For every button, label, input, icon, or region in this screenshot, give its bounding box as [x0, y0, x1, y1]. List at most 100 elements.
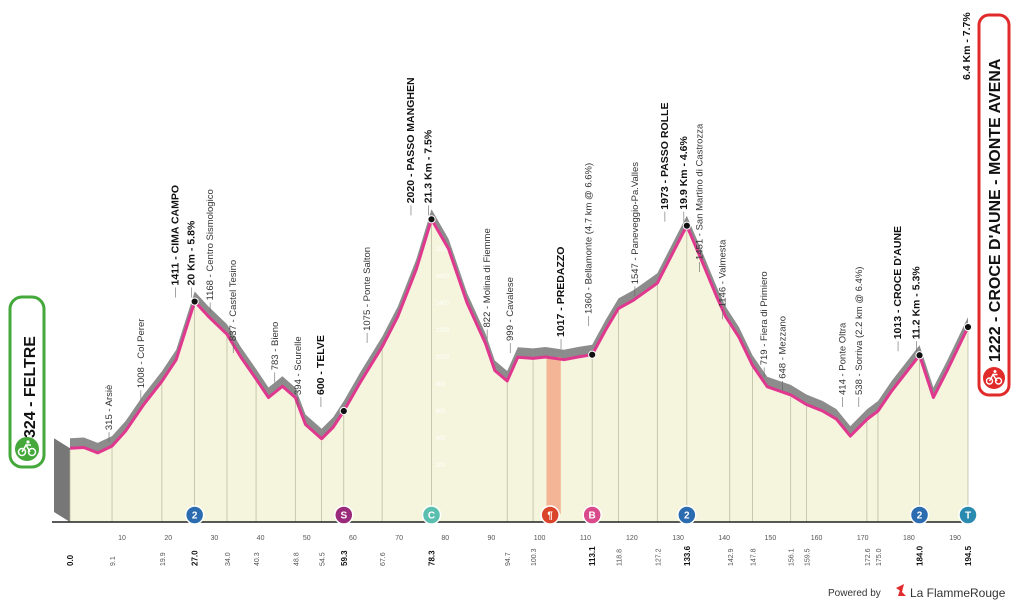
flamme-rouge-logo-icon [896, 584, 906, 596]
marker-bonus [582, 505, 602, 525]
profile-line [69, 217, 970, 455]
profile-label: 394 - Scurelle [293, 336, 304, 395]
feed-zone [546, 357, 561, 514]
x-tick-label: 70 [395, 535, 403, 542]
km-label: 175.0 [876, 548, 883, 566]
km-label: 159.5 [804, 548, 811, 566]
profile-label: 1411 - CIMA CAMPO [170, 185, 182, 286]
altitude-tick-label: 1600 [436, 274, 450, 280]
profile-label: 837 - Castel Tesino [228, 260, 239, 341]
x-tick-label: 140 [718, 535, 730, 542]
km-label: 142.9 [728, 548, 735, 566]
x-tick-label: 120 [626, 535, 638, 542]
x-tick-label: 80 [441, 535, 449, 542]
profile-label: 414 - Ponte Oltra [838, 322, 849, 395]
marker-label: C [428, 511, 435, 522]
marker-label: 2 [192, 511, 198, 522]
profile-start-wall [54, 438, 70, 522]
km-label: 172.6 [865, 548, 872, 566]
profile-label: 11.2 Km - 5.3% [911, 266, 923, 340]
profile-label: 1017 - PREDAZZO [555, 247, 567, 337]
profile-label: 783 - Bieno [270, 322, 281, 371]
altitude-ticks: 200 400 600 800 1000 1200 1400 1600 1800 [436, 247, 450, 469]
bike-icon [985, 370, 1003, 385]
km-label: 54.5 [320, 552, 327, 566]
summit-dot [190, 297, 199, 306]
km-label: 59.3 [340, 550, 349, 566]
start-banner-frame [8, 295, 46, 469]
km-label: 194.5 [964, 545, 973, 566]
x-tick-label: 20 [164, 535, 172, 542]
profile-label: 1451 - San Martino di Castrozza [695, 123, 706, 260]
marker-label: S [340, 511, 347, 522]
altitude-tick-label: 1000 [436, 355, 450, 361]
profile-label: 21.3 Km - 7.5% [423, 129, 435, 203]
km-label: 78.3 [428, 550, 437, 566]
x-axis: 10 20 30 40 50 60 70 80 90 100 110 120 130 140 150 160 1… [52, 521, 972, 542]
profile-label: 1973 - PASSO ROLLE [659, 103, 671, 210]
km-label: 127.2 [655, 548, 662, 566]
altitude-tick-label: 800 [436, 382, 447, 388]
marker-label: 2 [917, 511, 923, 522]
summit-dot [963, 322, 973, 332]
summit-dots [190, 215, 973, 416]
altitude-tick-label: 600 [436, 409, 447, 415]
km-label: 9.1 [110, 556, 117, 566]
x-tick-label: 30 [211, 535, 219, 542]
x-tick-label: 160 [811, 535, 823, 542]
x-tick-label: 60 [349, 535, 357, 542]
profile-label: 600 - TELVE [315, 335, 327, 395]
marker-label: B [589, 511, 596, 522]
profile-area [70, 219, 968, 523]
finish-circle [983, 367, 1005, 389]
x-tick-label: 90 [488, 535, 496, 542]
km-label: 19.9 [160, 552, 167, 566]
km-label: 40.3 [254, 552, 261, 566]
x-tick-label: 130 [672, 535, 684, 542]
summit-dot [427, 215, 436, 224]
km-label: 67.6 [380, 552, 387, 566]
x-tick-label: 150 [765, 535, 777, 542]
km-labels: 0.0 9.1 19.9 27.0 34.0 40.3 48.8 54.5 59.3 67.6 78… [66, 545, 973, 566]
profile-markers: 2 S C ¶ B 2 2 T [184, 505, 978, 525]
km-label: 100.3 [531, 548, 538, 566]
profile-label: 1547 - Paneveggio-Pa.Valles [630, 162, 641, 285]
altitude-tick-label: 400 [436, 436, 447, 442]
finish-climb-info: 6.4 Km - 7.7% [961, 12, 973, 80]
x-tick-label: 10 [118, 535, 126, 542]
marker-label: 2 [684, 511, 690, 522]
x-tick-label: 100 [534, 535, 546, 542]
profile-label: 2020 - PASSO MANGHEN [405, 77, 417, 203]
profile-shoulder [70, 209, 968, 453]
feed-zone-band [546, 357, 561, 514]
marker-kom [677, 505, 697, 525]
profile-label: 1075 - Ponte Salton [362, 247, 373, 331]
profile-label: 822 - Molina di Fiemme [482, 228, 493, 327]
footer: Powered by La FlammeRouge [828, 584, 1006, 600]
profile-label: 1168 - Centro Sismologico [205, 189, 216, 300]
altitude-tick-label: 200 [436, 463, 447, 469]
km-label: 113.1 [588, 546, 597, 566]
km-label: 48.8 [293, 552, 300, 566]
marker-label: T [965, 511, 971, 522]
finish-banner-frame [977, 13, 1011, 397]
x-tick-label: 170 [857, 535, 869, 542]
finish-banner: 1222 - CROCE D'AUNE - MONTE AVENA 6.4 Km… [961, 12, 1011, 397]
profile-label: 1360 - Bellamonte (4.7 km @ 6.6%) [584, 163, 595, 314]
profile-label: 1013 - CROCE D'AUNE [892, 226, 904, 339]
footer-powered: Powered by [828, 588, 881, 599]
profile-label: 315 - Arsiè [104, 385, 115, 430]
bike-icon [17, 440, 37, 457]
profile-label: 538 - Sorriva (2.2 km @ 6.4%) [854, 267, 865, 395]
x-tick-label: 110 [580, 535, 591, 542]
profile-label: 999 - Cavalese [505, 277, 516, 341]
start-banner: 324 - FELTRE [8, 295, 46, 469]
x-tick-label: 180 [903, 535, 915, 542]
profile-label: 20 Km - 5.8% [186, 220, 198, 285]
start-title: 324 - FELTRE [22, 336, 39, 438]
profile-fill [54, 209, 968, 523]
km-label: 147.8 [750, 548, 757, 566]
x-tick-label: 190 [949, 535, 961, 542]
summit-dot [915, 351, 924, 360]
